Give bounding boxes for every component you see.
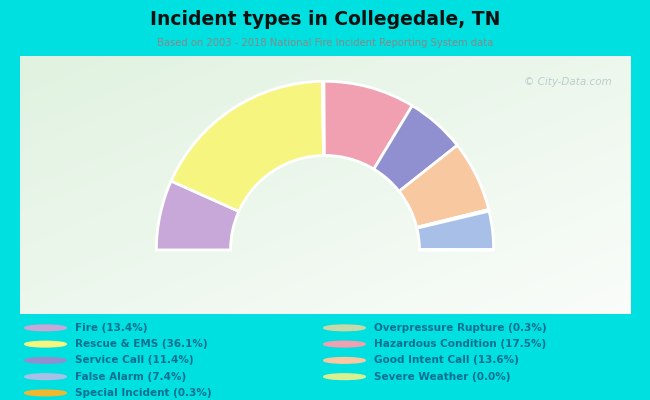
Wedge shape [417,210,489,228]
Wedge shape [324,81,412,169]
Text: False Alarm (7.4%): False Alarm (7.4%) [75,372,186,382]
Wedge shape [171,81,324,211]
Text: Incident types in Collegedale, TN: Incident types in Collegedale, TN [150,10,500,29]
Wedge shape [399,145,489,227]
Text: Overpressure Rupture (0.3%): Overpressure Rupture (0.3%) [374,323,547,333]
Text: Based on 2003 - 2018 National Fire Incident Reporting System data: Based on 2003 - 2018 National Fire Incid… [157,38,493,48]
Wedge shape [417,211,493,250]
Wedge shape [157,181,239,250]
Circle shape [25,374,66,380]
Text: Fire (13.4%): Fire (13.4%) [75,323,148,333]
Text: Hazardous Condition (17.5%): Hazardous Condition (17.5%) [374,339,546,349]
Circle shape [25,358,66,363]
Text: Service Call (11.4%): Service Call (11.4%) [75,356,194,366]
Text: Good Intent Call (13.6%): Good Intent Call (13.6%) [374,356,519,366]
Text: © City-Data.com: © City-Data.com [525,77,612,87]
Circle shape [25,325,66,331]
Text: Severe Weather (0.0%): Severe Weather (0.0%) [374,372,510,382]
Text: Rescue & EMS (36.1%): Rescue & EMS (36.1%) [75,339,207,349]
Circle shape [25,341,66,347]
Circle shape [324,358,365,363]
Wedge shape [374,106,457,191]
Wedge shape [322,81,324,156]
Text: Special Incident (0.3%): Special Incident (0.3%) [75,388,211,398]
Circle shape [324,374,365,380]
Circle shape [324,325,365,331]
Circle shape [25,390,66,396]
Circle shape [324,341,365,347]
